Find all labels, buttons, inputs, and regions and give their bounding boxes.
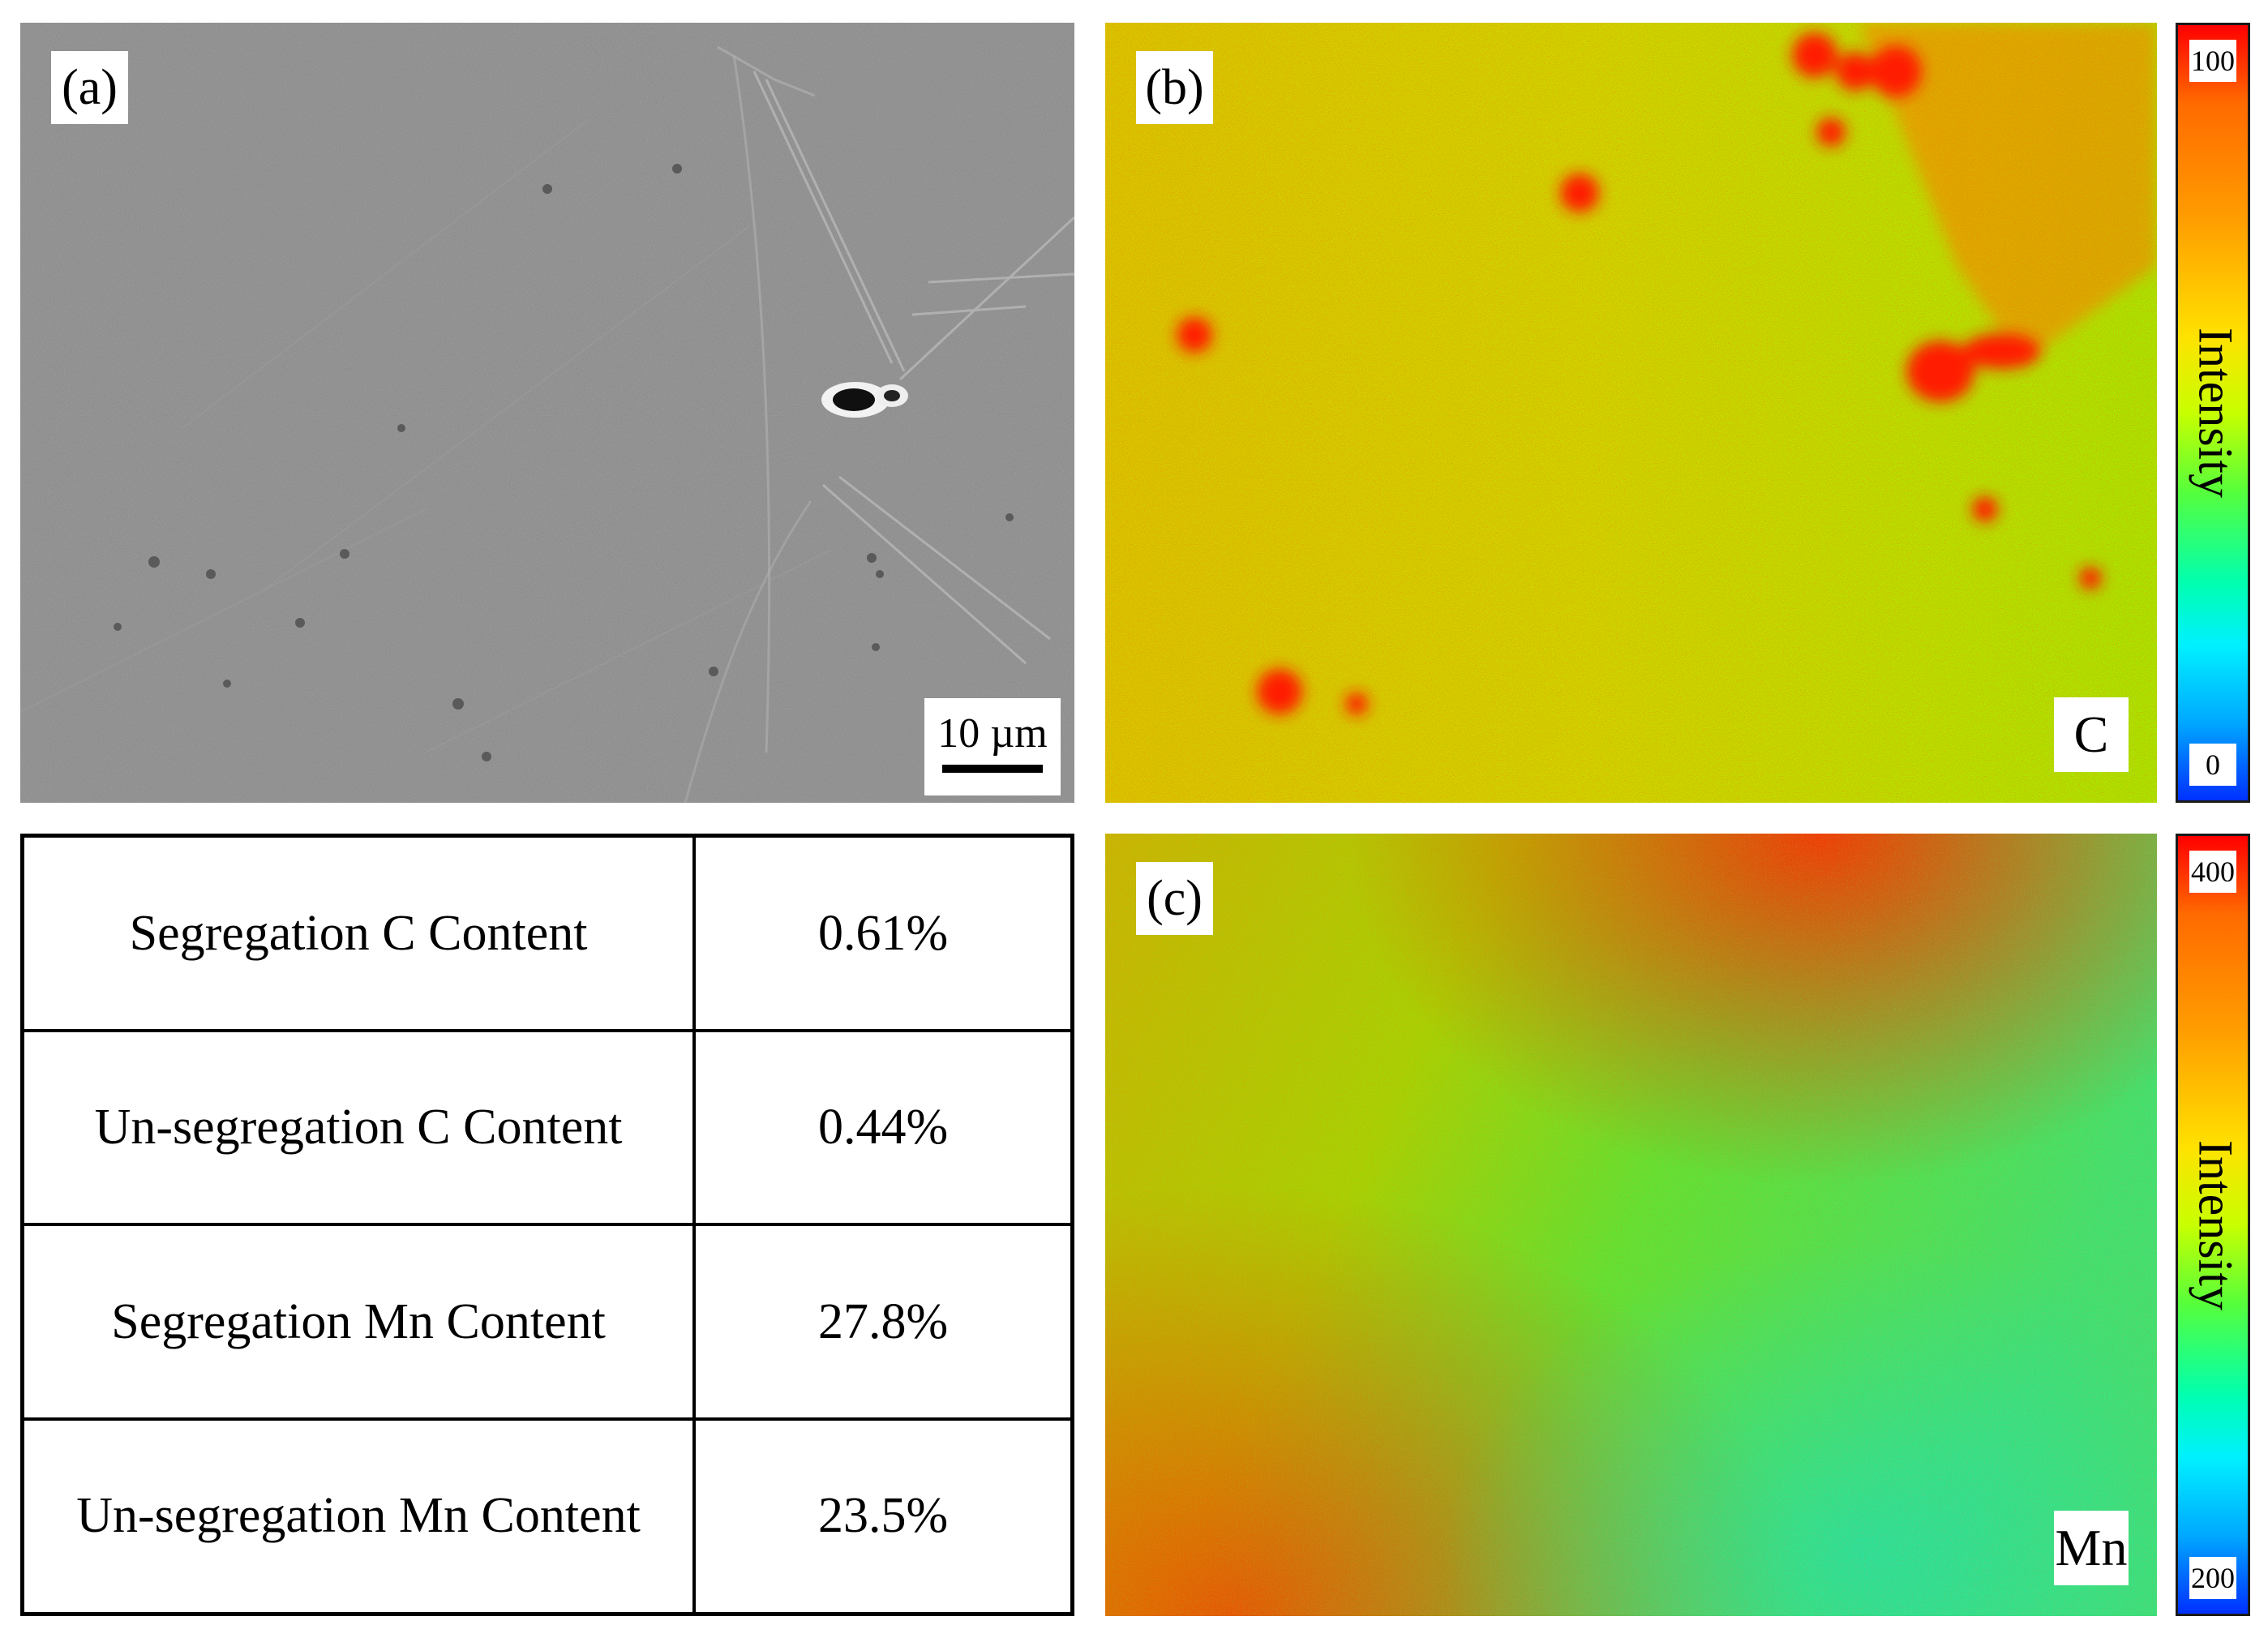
table-cell-value: 23.5% [692, 1417, 1074, 1616]
carbon-colorbar-title: Intensity [2189, 328, 2243, 498]
content-table: Segregation C Content 0.61% Un-segregati… [20, 834, 1074, 1616]
carbon-map-panel: (b) C [1105, 23, 2157, 803]
carbon-colorbar-max: 100 [2189, 40, 2236, 82]
manganese-colorbar-title: Intensity [2189, 1139, 2243, 1310]
table-cell-value: 0.61% [692, 834, 1074, 1033]
table-cell-value: 27.8% [692, 1223, 1074, 1421]
table-row: Segregation Mn Content 27.8% [20, 1223, 1074, 1421]
panel-c-label: (c) [1136, 862, 1213, 935]
table-cell-label: Segregation Mn Content [20, 1223, 697, 1421]
manganese-map-panel: (c) Mn [1105, 834, 2157, 1616]
table-row: Segregation C Content 0.61% [20, 834, 1074, 1033]
sem-micrograph-panel: (a) 10 µm [20, 23, 1074, 803]
table-row: Un-segregation C Content 0.44% [20, 1029, 1074, 1227]
panel-a-label: (a) [51, 51, 128, 124]
manganese-colorbar-min: 200 [2189, 1557, 2236, 1599]
carbon-colorbar-min: 0 [2189, 744, 2236, 786]
panel-b-label: (b) [1136, 51, 1213, 124]
table-cell-label: Segregation C Content [20, 834, 697, 1033]
table-cell-value: 0.44% [692, 1029, 1074, 1227]
carbon-element-label: C [2054, 697, 2129, 772]
scale-bar-line [942, 765, 1043, 773]
scale-bar: 10 µm [924, 698, 1061, 795]
table-cell-label: Un-segregation C Content [20, 1029, 697, 1227]
scale-bar-label: 10 µm [937, 710, 1048, 757]
carbon-map-image [1105, 23, 2157, 803]
manganese-map-image [1105, 834, 2157, 1616]
table-cell-label: Un-segregation Mn Content [20, 1417, 697, 1616]
carbon-colorbar: 100 Intensity 0 [2176, 23, 2250, 803]
manganese-element-label: Mn [2054, 1511, 2129, 1585]
sem-micrograph-image [20, 23, 1074, 803]
manganese-colorbar-max: 400 [2189, 851, 2236, 893]
manganese-colorbar: 400 Intensity 200 [2176, 834, 2250, 1616]
table-row: Un-segregation Mn Content 23.5% [20, 1417, 1074, 1616]
